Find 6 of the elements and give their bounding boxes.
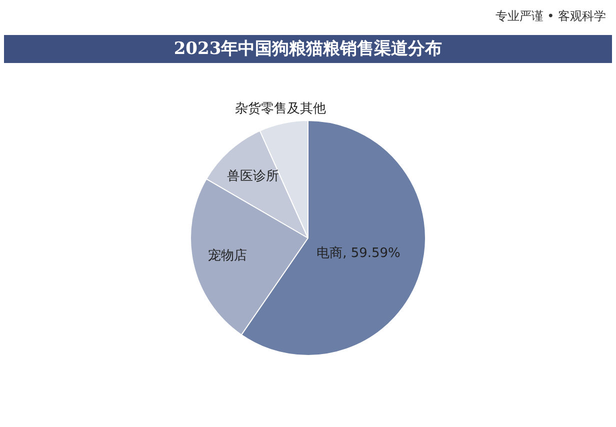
chart-title: 2023年中国狗粮猫粮销售渠道分布	[4, 35, 612, 63]
slice-label: 杂货零售及其他	[234, 102, 326, 117]
slice-label: 电商, 59.59%	[316, 246, 400, 262]
slice-label: 兽医诊所	[226, 169, 279, 184]
text: 专业严谨 • 客观科学	[495, 8, 606, 25]
slice-label: 宠物店	[208, 247, 248, 264]
